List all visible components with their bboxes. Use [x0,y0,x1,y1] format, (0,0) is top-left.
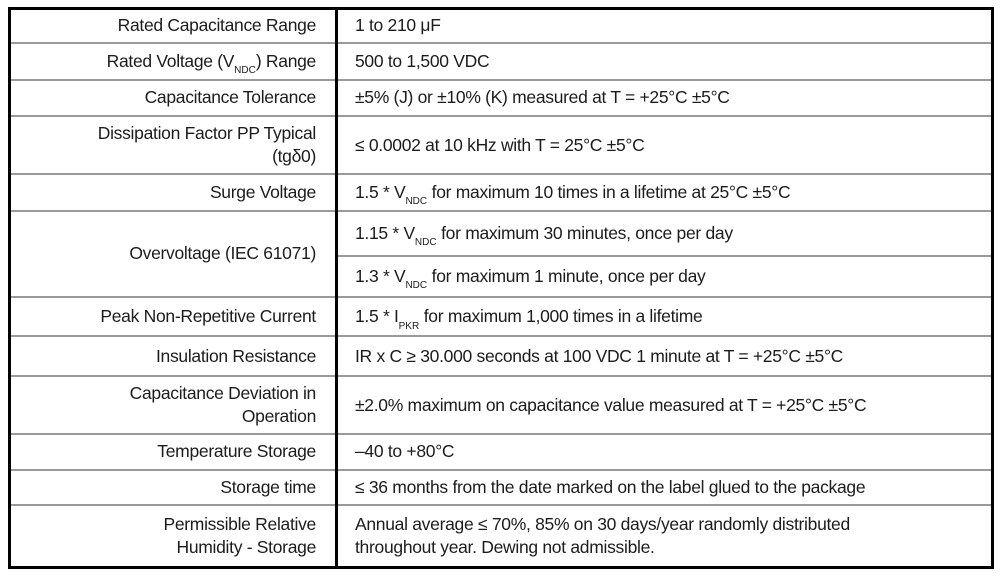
spec-value-cell: 1.5 * VNDC for maximum 10 times in a lif… [336,173,993,211]
spec-label-cell: Surge Voltage [9,173,338,211]
spec-value-cell: –40 to +80°C [336,432,993,470]
spec-table-row: Rated Capacitance Range 1 to 210 μF [9,8,993,43]
spec-value-cell: 1.15 * VNDC for maximum 30 minutes, once… [336,209,993,256]
spec-value-cell: 1 to 210 μF [355,15,441,36]
subscript-text: NDC [405,196,428,208]
spec-label-cell: Permissible Relative Humidity - Storage [9,504,338,568]
spec-value-cell: Annual average ≤ 70%, 85% on 30 days/yea… [336,504,993,568]
spec-label-cell: Dissipation Factor PP Typical (tgδ0) [9,115,338,175]
spec-table-row: Dissipation Factor PP Typical (tgδ0) ≤ 0.0… [9,115,993,175]
spec-label-cell: Rated Capacitance Range [9,8,338,43]
spec-table-row: Permissible Relative Humidity - Storage An… [9,504,993,568]
spec-table-row: Insulation Resistance IR x C ≥ 30.000 sec… [9,335,993,377]
spec-table-row: 1.3 * VNDC for maximum 1 minute, once pe… [10,254,993,297]
spec-label-cell: Capacitance Deviation in Operation [9,375,338,434]
spec-table-row: Storage time ≤ 36 months from the date ma… [9,468,993,506]
spec-value-cell: IR x C ≥ 30.000 seconds at 100 VDC 1 min… [336,335,993,377]
spec-label-cell: Peak Non-Repetitive Current [9,295,338,337]
spec-table-row: Overvoltage (IEC 61071) 1.15 * VNDC for m… [9,209,993,297]
spec-value-cell: 500 to 1,500 VDC [336,41,993,80]
spec-value-cell: ±5% (J) or ±10% (K) measured at T = +25°… [336,78,993,117]
spec-value-cell: ≤ 0.0002 at 10 kHz with T = 25°C ±5°C [336,115,993,175]
spec-table-row: Capacitance Tolerance ±5% (J) or ±10% (K)… [9,78,993,117]
spec-label-cell: Overvoltage (IEC 61071) [9,209,338,297]
spec-table-body: Rated Capacitance Range 1 to 210 μF Rated … [9,8,993,568]
spec-table-row: Peak Non-Repetitive Current 1.5 * IPKR fo… [9,295,993,337]
spec-table-row: Capacitance Deviation in Operation ±2.0% m… [9,375,993,434]
spec-value-cell: 1.5 * IPKR for maximum 1,000 times in a … [336,295,993,337]
spec-table-row: Surge Voltage 1.5 * VNDC for maximum 10 t… [9,173,993,211]
spec-table-container: Rated Capacitance Range 1 to 210 μF Rated … [8,7,994,569]
spec-value-cell: 1.3 * VNDC for maximum 1 minute, once pe… [336,254,993,297]
subscript-text: NDC [414,237,437,249]
spec-label-cell: Temperature Storage [9,432,338,470]
spec-label-cell: Insulation Resistance [9,335,338,377]
spec-value-cell: ±2.0% maximum on capacitance value measu… [336,375,993,434]
capacitor-spec-table: Rated Capacitance Range 1 to 210 μF Rated … [8,7,994,569]
spec-table-row: Rated Voltage (VNDC) Range 500 to 1,500 V… [9,41,993,80]
spec-label-cell: Rated Voltage (VNDC) Range [9,41,338,80]
spec-label-cell: Storage time [9,468,338,506]
subscript-text: PKR [398,320,420,332]
subscript-text: NDC [405,280,428,292]
spec-table-row: Temperature Storage –40 to +80°C [9,432,993,470]
spec-value-cell: ≤ 36 months from the date marked on the … [336,468,993,506]
spec-label-cell: Capacitance Tolerance [9,78,338,117]
subscript-text: NDC [234,65,256,77]
